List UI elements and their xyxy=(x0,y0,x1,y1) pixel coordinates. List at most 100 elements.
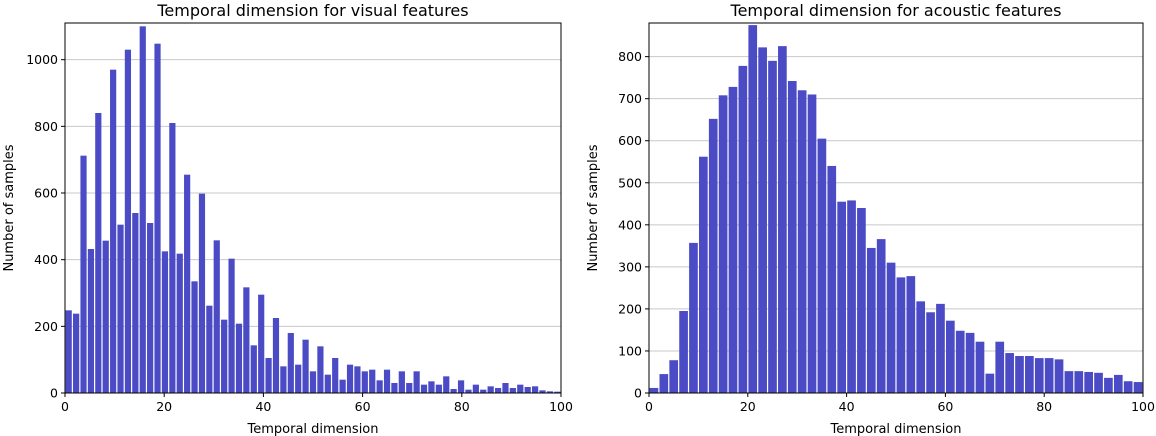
x-tick-label: 100 xyxy=(549,399,573,414)
bar xyxy=(154,43,161,394)
bar xyxy=(985,373,995,393)
bar xyxy=(450,389,457,393)
bar xyxy=(80,155,87,393)
bar xyxy=(369,369,376,393)
bar xyxy=(778,46,787,393)
y-tick-label: 600 xyxy=(34,186,58,201)
y-tick-label: 200 xyxy=(34,319,58,334)
x-tick-label: 0 xyxy=(61,399,69,414)
bar xyxy=(87,249,95,393)
bar xyxy=(699,156,708,393)
bar xyxy=(689,242,698,393)
bar xyxy=(302,339,309,393)
plot-frame xyxy=(64,22,562,394)
bar xyxy=(124,49,132,394)
bar xyxy=(287,333,294,393)
bar xyxy=(906,276,916,393)
bar xyxy=(649,387,659,393)
bar xyxy=(443,376,450,393)
bar xyxy=(132,213,139,393)
bar xyxy=(1034,358,1044,393)
bar xyxy=(309,371,317,393)
bar xyxy=(213,240,220,393)
bar xyxy=(866,247,876,393)
bar xyxy=(669,360,679,393)
bar xyxy=(1064,371,1074,393)
bar xyxy=(472,384,479,393)
bar xyxy=(102,240,109,393)
y-tick-label: 100 xyxy=(618,343,642,358)
bar xyxy=(324,374,331,393)
bar xyxy=(176,253,183,393)
bar xyxy=(65,310,72,393)
bar xyxy=(117,224,124,393)
bar xyxy=(708,118,718,393)
bar xyxy=(169,123,176,393)
bar xyxy=(1015,356,1024,393)
bar xyxy=(147,223,154,393)
bar xyxy=(1123,381,1133,393)
bar xyxy=(787,81,797,393)
bar xyxy=(295,364,302,393)
bar xyxy=(1084,371,1093,393)
bar xyxy=(797,90,807,393)
bar xyxy=(1044,358,1054,393)
bar xyxy=(1113,374,1123,393)
bar xyxy=(517,384,524,393)
bar xyxy=(768,60,777,393)
bar xyxy=(487,386,494,393)
y-tick-label: 800 xyxy=(618,49,642,64)
bar xyxy=(502,383,509,393)
bar xyxy=(817,138,827,393)
y-tick-label: 800 xyxy=(34,119,58,134)
x-tick-label: 20 xyxy=(156,399,172,414)
bar xyxy=(995,341,1005,393)
bar xyxy=(184,174,191,393)
bar xyxy=(161,251,169,393)
bar xyxy=(975,341,985,393)
bar xyxy=(554,391,561,393)
bar xyxy=(250,345,257,393)
bar xyxy=(1025,356,1034,393)
bar xyxy=(847,200,856,393)
y-tick-label: 0 xyxy=(50,386,58,401)
bar xyxy=(95,113,102,393)
x-tick-label: 0 xyxy=(645,399,653,414)
chart-title: Temporal dimension for visual features xyxy=(156,1,468,20)
x-tick-label: 40 xyxy=(255,399,271,414)
bar xyxy=(738,65,748,394)
x-axis-label: Temporal dimension xyxy=(247,422,379,436)
bar xyxy=(198,193,206,393)
bar xyxy=(857,208,866,393)
bar xyxy=(480,389,487,393)
bar xyxy=(965,332,975,393)
y-tick-label: 200 xyxy=(618,301,642,316)
bar xyxy=(398,371,405,393)
bar xyxy=(420,384,428,393)
bar xyxy=(383,369,391,393)
bar xyxy=(361,371,368,393)
bar xyxy=(807,94,817,394)
bar xyxy=(1005,353,1014,393)
bar xyxy=(876,239,886,393)
x-tick-label: 80 xyxy=(454,399,470,414)
y-tick-label: 300 xyxy=(618,259,642,274)
bar xyxy=(258,294,265,393)
bar xyxy=(206,305,213,393)
bar xyxy=(718,95,728,394)
bar xyxy=(748,25,758,394)
bar xyxy=(110,69,117,394)
bar xyxy=(494,388,502,393)
bar xyxy=(465,389,472,393)
y-tick-label: 0 xyxy=(634,386,642,401)
bar xyxy=(539,390,546,393)
x-tick-label: 100 xyxy=(1131,399,1155,414)
bar xyxy=(332,358,339,393)
bar xyxy=(886,262,896,393)
y-tick-label: 500 xyxy=(618,175,642,190)
x-axis-label: Temporal dimension xyxy=(830,422,962,436)
bar xyxy=(406,383,413,393)
bar xyxy=(413,371,420,393)
x-tick-label: 60 xyxy=(937,399,953,414)
